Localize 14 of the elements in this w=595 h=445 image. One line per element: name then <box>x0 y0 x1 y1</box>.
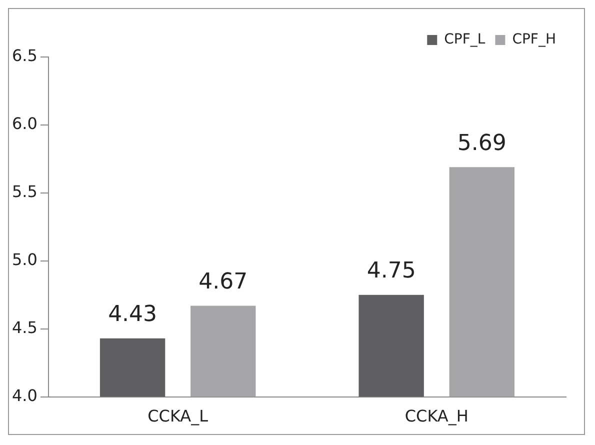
y-tick-label: 4.5 <box>12 318 38 337</box>
legend-label: CPF_L <box>444 32 486 48</box>
data-label: 4.75 <box>366 258 416 284</box>
y-tick-label: 5.0 <box>12 250 38 270</box>
data-label: 4.67 <box>198 269 248 294</box>
x-tick-label: CCKA_L <box>148 406 208 426</box>
legend-label: CPF_H <box>512 32 556 48</box>
data-label: 5.69 <box>457 130 506 156</box>
y-tick-label: 4.0 <box>12 386 38 405</box>
data-label: 4.43 <box>108 302 158 328</box>
y-tick-label: 6.0 <box>12 114 38 134</box>
y-tick-label: 5.5 <box>12 182 38 202</box>
y-tick-label: 6.5 <box>12 46 38 66</box>
x-tick-label: CCKA_H <box>404 406 468 426</box>
